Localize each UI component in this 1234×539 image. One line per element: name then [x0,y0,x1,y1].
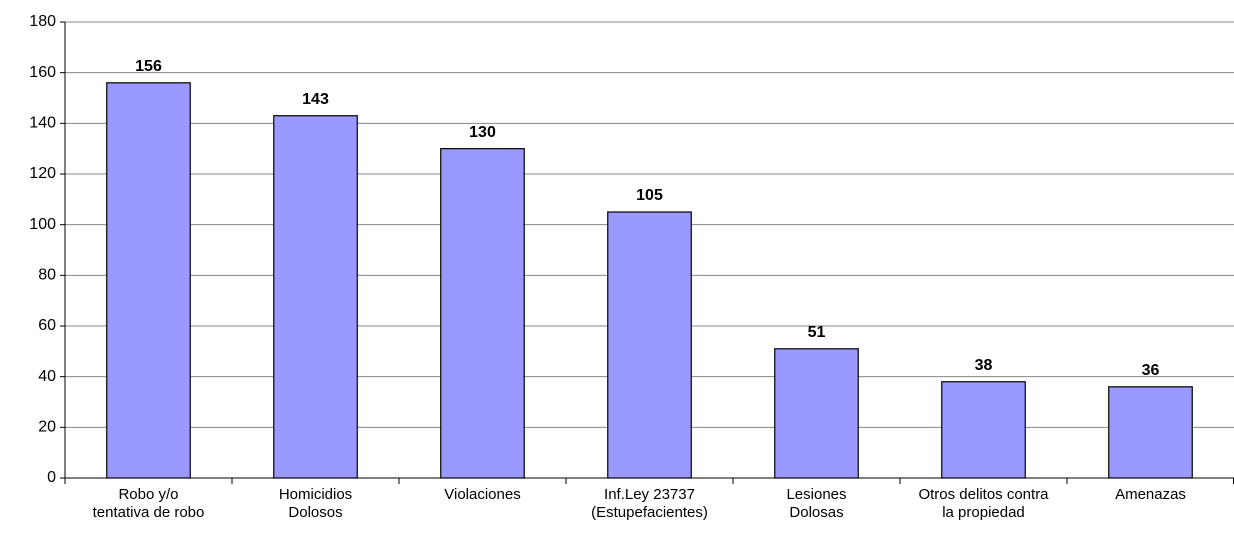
bar [273,115,358,479]
y-tick-label: 180 [29,13,56,30]
x-tick-label: Homicidios Dolosos [278,486,353,521]
y-tick-label: 80 [38,267,56,284]
y-tick-label: 140 [29,115,56,132]
data-label: 38 [975,357,993,374]
bar [106,82,191,479]
x-tick-label: Violaciones [444,486,521,503]
y-tick-label: 100 [29,216,56,233]
y-tick-label: 0 [47,469,56,486]
data-label: 130 [469,124,496,141]
x-tick-label: Amenazas [1115,486,1186,503]
bar [1108,386,1193,479]
y-tick-label: 120 [29,165,56,182]
data-label: 156 [135,58,162,75]
bar [941,381,1026,479]
data-label: 143 [302,91,329,108]
bar [607,211,692,479]
data-label: 51 [808,324,826,341]
x-tick-label: Otros delitos contra la propiedad [918,486,1049,521]
y-tick-label: 160 [29,64,56,81]
y-tick-label: 40 [38,368,56,385]
data-label: 36 [1142,362,1160,379]
y-tick-label: 20 [38,419,56,436]
bar [440,148,525,479]
x-tick-label: Lesiones Dolosas [786,486,847,521]
x-tick-label: Inf.Ley 23737 (Estupefacientes) [591,486,708,521]
x-tick-label: Robo y/o tentativa de robo [92,486,205,521]
data-label: 105 [636,187,663,204]
y-tick-label: 60 [38,317,56,334]
bar [774,348,859,479]
